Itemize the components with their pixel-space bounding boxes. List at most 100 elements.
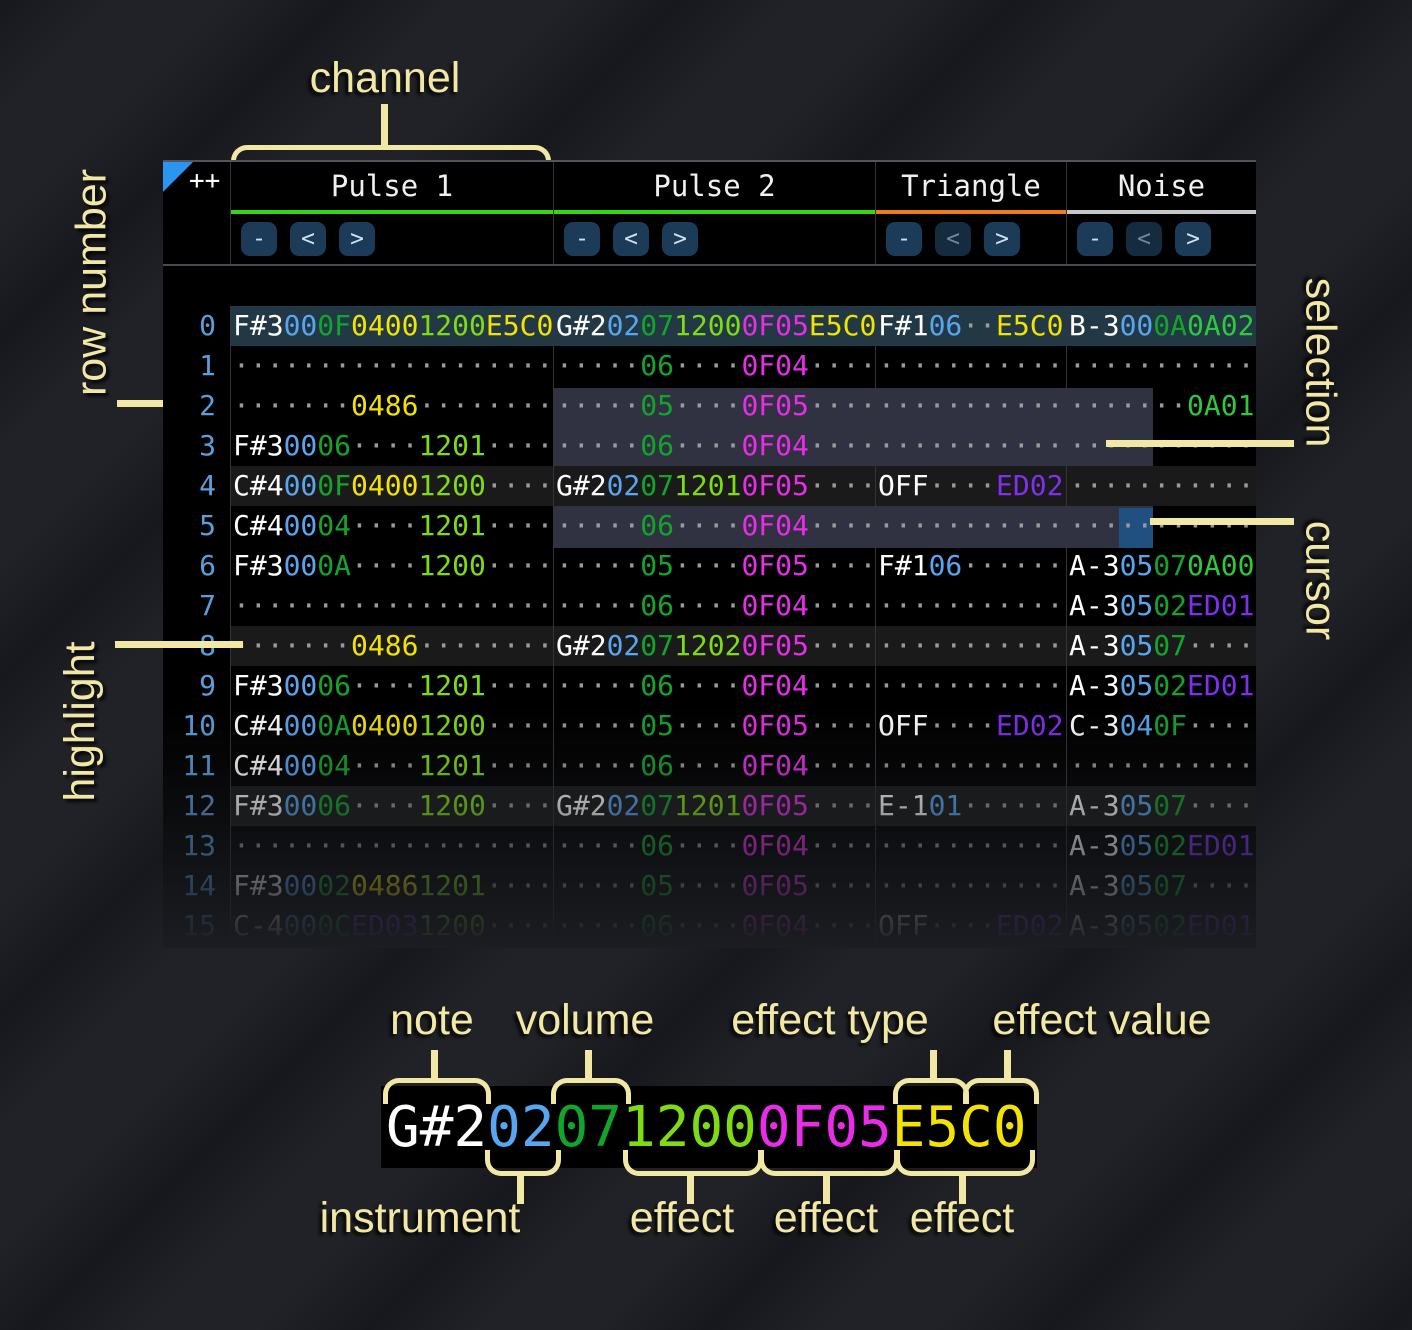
channel-prev-pattern-button[interactable]: <: [1126, 222, 1162, 256]
effect-field: 0F05: [741, 469, 809, 502]
pattern-cell-pulse2[interactable]: G#2020712000F05E5C0: [553, 306, 875, 346]
pattern-cell-noise[interactable]: ·······0A01: [1066, 386, 1256, 426]
pattern-cell-noise[interactable]: A-30502ED01: [1066, 666, 1256, 706]
channel-prev-pattern-button[interactable]: <: [290, 222, 326, 256]
pattern-cell-triangle[interactable]: ···········: [875, 666, 1066, 706]
channel-prev-pattern-button[interactable]: <: [613, 222, 649, 256]
instrument-field: 00: [283, 509, 318, 542]
pattern-cell-triangle[interactable]: ···········: [875, 626, 1066, 666]
channel-buttons: - < >: [876, 214, 1066, 264]
effect-field: 0A02: [1187, 309, 1255, 342]
pattern-cell-triangle[interactable]: F#106··E5C0: [875, 306, 1066, 346]
effect-field: 1201: [418, 669, 486, 702]
empty-field: ····: [674, 389, 742, 422]
channel-name[interactable]: Noise: [1117, 169, 1206, 203]
instrument-field: 06: [928, 549, 963, 582]
pattern-row: 3 F#30006····1201···· ·····06····0F04···· ·…: [163, 426, 1256, 466]
pattern-cell-pulse2[interactable]: ·····06····0F04····: [553, 586, 875, 626]
pattern-cell-pulse1[interactable]: F#3000A····1200····: [230, 546, 553, 586]
volume-field: 07: [1153, 549, 1188, 582]
volume-field: 02: [1153, 669, 1188, 702]
pattern-cell-noise[interactable]: ···········: [1066, 506, 1256, 546]
note-field: G#2: [386, 1094, 488, 1160]
pattern-cell-triangle[interactable]: ···········: [875, 506, 1066, 546]
empty-field: ······: [962, 549, 1064, 582]
pattern-cell-pulse2[interactable]: ·····05····0F05····: [553, 386, 875, 426]
pattern-cell-pulse1[interactable]: F#3000F04001200E5C0: [230, 306, 553, 346]
pattern-cell-pulse2[interactable]: ·····06····0F04····: [553, 666, 875, 706]
channel-buttons: - < >: [554, 214, 875, 264]
volume-field: 06: [640, 589, 675, 622]
pattern-cell-noise[interactable]: B-3000A0A02: [1066, 306, 1256, 346]
annotation-selection-label: selection: [1296, 277, 1345, 448]
bottom-fade-overlay: [163, 702, 1256, 948]
pattern-cell-pulse2[interactable]: ·····05····0F05····: [553, 546, 875, 586]
pattern-cell-noise[interactable]: A-30507····: [1066, 626, 1256, 666]
pattern-cell-triangle[interactable]: ···········: [875, 346, 1066, 386]
effect-field: 0F05: [741, 309, 809, 342]
note-field: A-3: [1069, 589, 1120, 622]
channel-next-pattern-button[interactable]: >: [662, 222, 698, 256]
pattern-cell-triangle[interactable]: OFF····ED02: [875, 466, 1066, 506]
pattern-cell-triangle[interactable]: ···········: [875, 586, 1066, 626]
channel-name[interactable]: Pulse 2: [653, 169, 776, 203]
legend-note-bracket: [383, 1078, 491, 1104]
volume-field: 05: [640, 389, 675, 422]
pattern-cell-triangle[interactable]: F#106······: [875, 546, 1066, 586]
pattern-cell-pulse2[interactable]: ·····06····0F04····: [553, 346, 875, 386]
pattern-cell-pulse2[interactable]: G#2020712010F05····: [553, 466, 875, 506]
pattern-row: 8·······0486········G#2020712020F05·····…: [163, 626, 1256, 666]
empty-field: ···········: [1069, 469, 1255, 502]
pattern-corner-cell[interactable]: ++: [163, 162, 230, 264]
pattern-cell-pulse1[interactable]: C#40004····1201····: [230, 506, 553, 546]
effect-field: 0F04: [741, 429, 809, 462]
effect-field: 0F05: [756, 1094, 892, 1160]
effect-field: 1200: [418, 309, 486, 342]
effect-field: 1201: [674, 469, 742, 502]
pattern-cell-triangle[interactable]: ···········: [875, 426, 1066, 466]
pattern-cell-pulse1[interactable]: F#30006····1201····: [230, 426, 553, 466]
pattern-cell-pulse2[interactable]: ·····06····0F04····: [553, 506, 875, 546]
empty-field: ····: [485, 469, 553, 502]
channel-mute-button[interactable]: -: [564, 222, 600, 256]
pattern-cell-pulse1[interactable]: ·······0486········: [230, 386, 553, 426]
volume-field: 0A: [1153, 309, 1188, 342]
channel-mute-button[interactable]: -: [1077, 222, 1113, 256]
pattern-cell-pulse1[interactable]: ·······0486········: [230, 626, 553, 666]
pattern-cell-pulse2[interactable]: G#2020712020F05····: [553, 626, 875, 666]
channel-prev-pattern-button[interactable]: <: [935, 222, 971, 256]
pattern-cell-noise[interactable]: A-30502ED01: [1066, 586, 1256, 626]
pattern-cell-noise[interactable]: ···········: [1066, 346, 1256, 386]
effect-field: ED01: [1187, 589, 1255, 622]
note-field: C#4: [233, 469, 284, 502]
instrument-field: 06: [928, 309, 963, 342]
pattern-cell-pulse1[interactable]: F#30006····1201····: [230, 666, 553, 706]
pattern-cell-pulse1[interactable]: ···················: [230, 586, 553, 626]
channel-next-pattern-button[interactable]: >: [1175, 222, 1211, 256]
channel-name[interactable]: Pulse 1: [330, 169, 454, 203]
note-field: G#2: [556, 469, 607, 502]
note-field: F#1: [878, 549, 929, 582]
pattern-cell-noise[interactable]: ···········: [1066, 466, 1256, 506]
legend-effect1-line: [687, 1176, 694, 1204]
effect-field: E5C0: [996, 309, 1064, 342]
legend-effect-value-label: effect value: [992, 996, 1212, 1044]
row-number: 7: [199, 589, 216, 622]
pattern-cell-noise[interactable]: A-305070A00: [1066, 546, 1256, 586]
channel-name[interactable]: Triangle: [901, 169, 1041, 203]
instrument-field: 05: [1119, 589, 1154, 622]
empty-field: ····: [351, 509, 419, 542]
channel-mute-button[interactable]: -: [241, 222, 277, 256]
empty-field: ···········: [878, 349, 1064, 382]
pattern-cell-triangle[interactable]: ···········: [875, 386, 1066, 426]
effect-field: E5C0: [485, 309, 553, 342]
channel-next-pattern-button[interactable]: >: [339, 222, 375, 256]
pattern-cell-pulse1[interactable]: ···················: [230, 346, 553, 386]
channel-mute-button[interactable]: -: [886, 222, 922, 256]
pattern-cell-pulse2[interactable]: ·····06····0F04····: [553, 426, 875, 466]
empty-field: ···········: [1069, 509, 1255, 542]
channel-next-pattern-button[interactable]: >: [984, 222, 1020, 256]
pattern-cell-pulse1[interactable]: C#4000F04001200····: [230, 466, 553, 506]
pattern-row: 1 ··················· ·····06····0F04···· ·…: [163, 346, 1256, 386]
